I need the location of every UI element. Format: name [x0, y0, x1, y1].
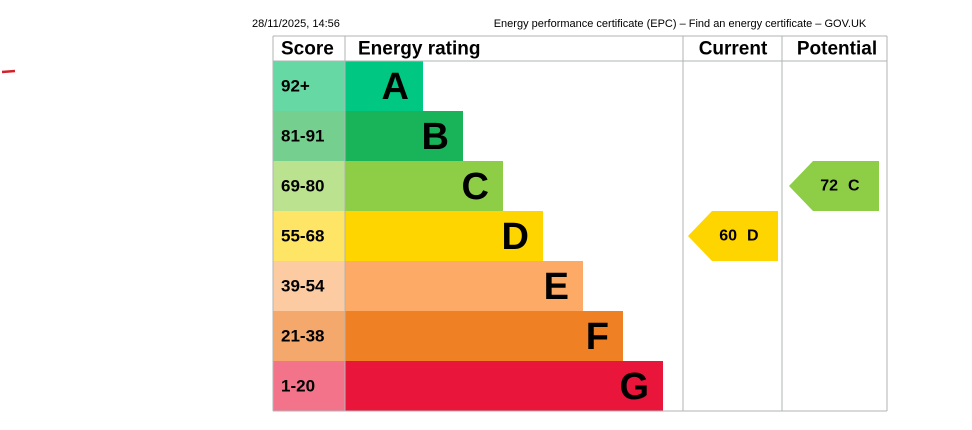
epc-table: Score Energy rating Current Potential 92+ A 81…: [272, 35, 888, 412]
score-cell: [273, 311, 345, 361]
page-title: Energy performance certificate (EPC) – F…: [494, 18, 867, 30]
column-header: Potential: [797, 39, 877, 60]
score-cell: [273, 361, 345, 411]
print-date: 28/11/2025, 14:56: [252, 18, 340, 30]
score-label: 92+: [281, 77, 310, 96]
score-label: 69-80: [281, 177, 324, 196]
rating-letter: A: [382, 66, 409, 108]
rating-letter: E: [544, 266, 569, 308]
column-header: Score: [281, 39, 334, 60]
score-label: 1-20: [281, 377, 315, 396]
rating-letter: G: [619, 366, 649, 408]
rating-bar: [345, 311, 623, 361]
current-value: 60: [719, 228, 737, 245]
score-cell: [273, 211, 345, 261]
potential-band: C: [848, 178, 860, 195]
score-cell: [273, 161, 345, 211]
rating-bar: [345, 361, 663, 411]
current-band: D: [747, 228, 759, 245]
pen-mark: [1, 69, 16, 74]
potential-arrow: [789, 161, 879, 211]
score-cell: [273, 111, 345, 161]
score-label: 55-68: [281, 227, 324, 246]
rating-letter: B: [422, 116, 449, 158]
rating-bar: [345, 61, 423, 111]
rating-bar: [345, 161, 503, 211]
potential-value: 72: [820, 178, 838, 195]
rating-bar: [345, 261, 583, 311]
rating-bar: [345, 111, 463, 161]
column-header: Current: [699, 39, 768, 60]
rating-letter: C: [462, 166, 489, 208]
score-label: 39-54: [281, 277, 325, 296]
rating-letter: D: [502, 216, 529, 258]
current-arrow: [688, 211, 778, 261]
rating-letter: F: [586, 316, 609, 358]
score-label: 81-91: [281, 127, 324, 146]
score-cell: [273, 61, 345, 111]
score-cell: [273, 261, 345, 311]
column-header: Energy rating: [358, 39, 480, 60]
score-label: 21-38: [281, 327, 324, 346]
rating-bar: [345, 211, 543, 261]
